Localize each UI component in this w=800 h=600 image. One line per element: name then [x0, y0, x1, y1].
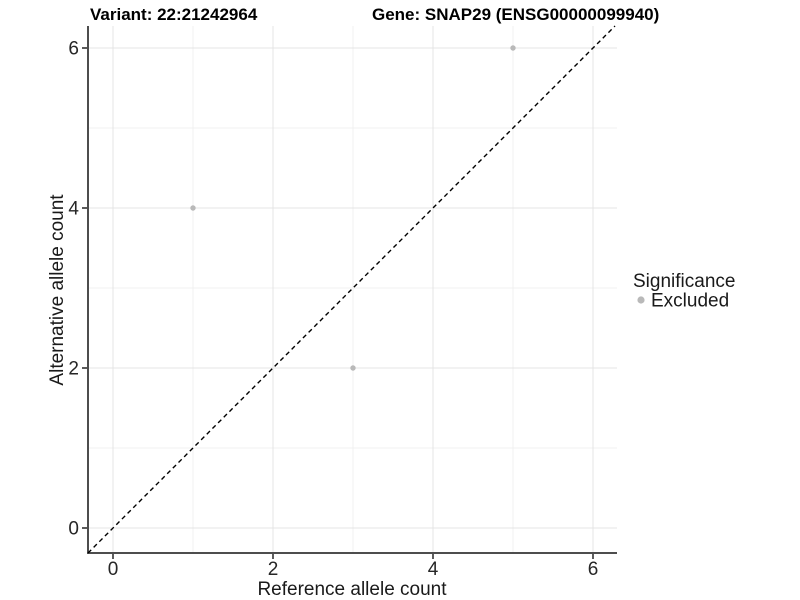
data-point: [510, 45, 516, 51]
legend-title: Significance: [633, 271, 735, 292]
legend-item-label: Excluded: [651, 291, 729, 312]
plot-title-variant: Variant: 22:21242964: [90, 5, 258, 24]
identity-line-layer: [87, 25, 616, 554]
data-point: [190, 205, 196, 211]
x-axis-title: Reference allele count: [257, 579, 447, 600]
y-tick-label: 2: [68, 359, 79, 380]
y-tick-label: 4: [68, 199, 79, 220]
legend-key-dot: [637, 296, 645, 304]
x-tick-label: 2: [268, 559, 279, 580]
y-tick-label: 6: [68, 39, 79, 60]
grid-layer: [88, 26, 617, 553]
data-point: [350, 365, 356, 371]
identity-dashed-line: [87, 25, 616, 554]
axis-layer: 0 2 4 6 0 2 4 6: [68, 26, 617, 580]
plot-title-gene: Gene: SNAP29 (ENSG00000099940): [372, 5, 659, 24]
x-tick-label: 6: [588, 559, 599, 580]
y-axis-title: Alternative allele count: [47, 194, 68, 386]
legend: Significance Excluded: [633, 271, 735, 312]
data-point-layer: [190, 45, 516, 371]
x-tick-label: 0: [108, 559, 119, 580]
y-tick-label: 0: [68, 519, 79, 540]
x-tick-label: 4: [428, 559, 439, 580]
